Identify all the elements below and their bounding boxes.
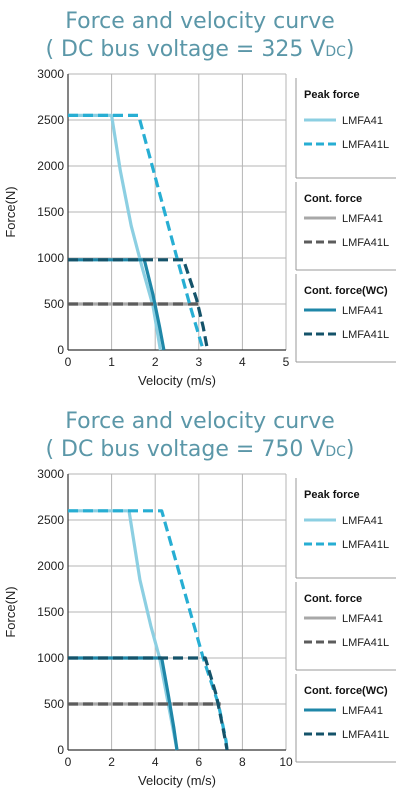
- y-tick-label: 2500: [37, 513, 64, 527]
- x-tick-label: 10: [279, 755, 293, 769]
- series-line-peak-lmfa41: [68, 509, 179, 751]
- legend-item-label: LMFA41L: [342, 237, 389, 249]
- x-tick-label: 3: [195, 355, 202, 369]
- x-tick-label: 2: [108, 755, 115, 769]
- y-axis-label: Force(N): [3, 586, 18, 637]
- legend-group-title: Cont. force: [304, 193, 362, 205]
- title-suffix: ): [345, 37, 355, 62]
- series-line-peak-lmfa41: [68, 113, 162, 351]
- y-tick-label: 1000: [37, 251, 64, 265]
- legend-group-title: Cont. force: [304, 593, 362, 605]
- title-suffix: ): [345, 437, 355, 462]
- title-voltage-text: ( DC bus voltage = 750 V: [45, 437, 326, 462]
- series-line-wc-lmfa41l: [68, 258, 210, 351]
- x-axis-label: Velocity (m/s): [138, 373, 216, 388]
- y-tick-label: 500: [44, 297, 64, 311]
- chart-title: Force and velocity curve ( DC bus voltag…: [0, 408, 400, 466]
- chart-title-line1: Force and velocity curve: [65, 9, 335, 34]
- force-velocity-chart-325v: 0 1 2 3 4 5 0 500 1000 1500 2000 2500 3000 Velocity (…: [3, 67, 396, 388]
- y-tick-label: 0: [57, 743, 64, 757]
- x-tick-label: 1: [108, 355, 115, 369]
- legend-item-label: LMFA41: [342, 305, 383, 317]
- legend-item-label: LMFA41: [342, 115, 383, 127]
- y-tick-label: 2500: [37, 113, 64, 127]
- legend-item-label: LMFA41: [342, 705, 383, 717]
- legend-item-label: LMFA41L: [342, 637, 389, 649]
- title-voltage-text: ( DC bus voltage = 325 V: [45, 37, 326, 62]
- x-tick-label: 2: [152, 355, 159, 369]
- force-velocity-chart-750v: 0 2 4 6 8 10 0 500 1000 1500 2000 2500 3000 Velocity …: [3, 467, 396, 788]
- title-subscript: DC: [325, 444, 346, 460]
- legend-group-title: Peak force: [304, 489, 360, 501]
- series-line-wc-lmfa41l: [68, 656, 229, 751]
- chart-title-line2: ( DC bus voltage = 325 VDC): [0, 36, 400, 66]
- chart-title: Force and velocity curve ( DC bus voltag…: [0, 8, 400, 66]
- y-tick-label: 500: [44, 697, 64, 711]
- legend-item-label: LMFA41: [342, 515, 383, 527]
- legend-item-label: LMFA41L: [342, 329, 389, 341]
- legend-group-title: Cont. force(WC): [304, 685, 388, 697]
- y-tick-label: 0: [57, 343, 64, 357]
- y-tick-label: 2000: [37, 159, 64, 173]
- chart-title-line2: ( DC bus voltage = 750 VDC): [0, 436, 400, 466]
- legend-item-label: LMFA41: [342, 613, 383, 625]
- legend-group-title: Cont. force(WC): [304, 285, 388, 297]
- x-tick-label: 5: [283, 355, 290, 369]
- legend-item-label: LMFA41L: [342, 139, 389, 151]
- title-subscript: DC: [325, 44, 346, 60]
- legend-group-title: Peak force: [304, 89, 360, 101]
- legend-item-label: LMFA41L: [342, 729, 389, 741]
- chart-block-top: Force and velocity curve ( DC bus voltag…: [0, 8, 400, 388]
- legend-item-label: LMFA41L: [342, 539, 389, 551]
- x-tick-label: 0: [65, 355, 72, 369]
- y-tick-label: 2000: [37, 559, 64, 573]
- series-line-peak-lmfa41l: [68, 113, 205, 351]
- x-tick-label: 8: [239, 755, 246, 769]
- x-tick-label: 6: [195, 755, 202, 769]
- series-line-peak-lmfa41l: [68, 509, 229, 751]
- y-tick-label: 1000: [37, 651, 64, 665]
- y-tick-label: 3000: [37, 467, 64, 481]
- x-tick-label: 4: [239, 355, 246, 369]
- y-tick-label: 1500: [37, 605, 64, 619]
- legend-item-label: LMFA41: [342, 213, 383, 225]
- x-tick-label: 4: [152, 755, 159, 769]
- chart-title-line1: Force and velocity curve: [65, 409, 335, 434]
- y-axis-label: Force(N): [3, 186, 18, 237]
- x-tick-label: 0: [65, 755, 72, 769]
- x-axis-label: Velocity (m/s): [138, 773, 216, 788]
- y-tick-label: 3000: [37, 67, 64, 81]
- y-tick-label: 1500: [37, 205, 64, 219]
- chart-block-bottom: Force and velocity curve ( DC bus voltag…: [0, 400, 400, 800]
